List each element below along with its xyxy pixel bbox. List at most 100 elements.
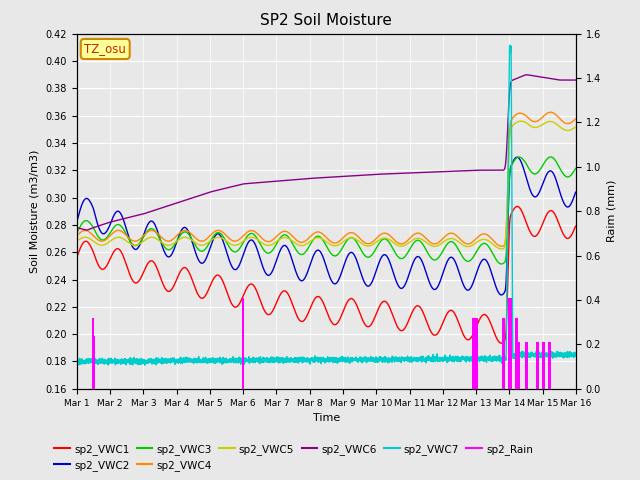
Bar	[525, 342, 527, 389]
sp2_VWC6	[410, 170, 418, 176]
Text: TZ_osu: TZ_osu	[84, 42, 126, 56]
sp2_VWC7	[572, 352, 579, 358]
sp2_VWC4	[572, 116, 580, 122]
Bar	[549, 342, 551, 389]
sp2_VWC2	[438, 274, 445, 279]
Bar	[548, 342, 550, 389]
sp2_VWC5	[498, 246, 506, 252]
Line: sp2_VWC4: sp2_VWC4	[77, 112, 576, 246]
sp2_VWC5	[73, 238, 81, 243]
sp2_VWC2	[410, 257, 418, 263]
sp2_VWC4	[410, 231, 418, 237]
sp2_VWC7	[73, 356, 81, 362]
sp2_VWC6	[467, 168, 474, 173]
Bar	[536, 342, 538, 389]
Title: SP2 Soil Moisture: SP2 Soil Moisture	[260, 13, 392, 28]
sp2_VWC5	[572, 124, 579, 130]
sp2_VWC3	[467, 258, 474, 264]
sp2_VWC3	[410, 240, 418, 245]
Line: sp2_VWC5: sp2_VWC5	[77, 121, 576, 249]
sp2_VWC3	[163, 246, 170, 252]
sp2_VWC4	[438, 237, 445, 242]
Line: sp2_VWC6: sp2_VWC6	[77, 75, 576, 230]
sp2_VWC5	[467, 243, 474, 249]
Bar	[516, 318, 518, 389]
Bar	[477, 318, 479, 389]
sp2_VWC7	[572, 352, 580, 358]
sp2_VWC3	[73, 229, 81, 235]
sp2_VWC2	[467, 286, 474, 292]
sp2_VWC2	[513, 154, 521, 160]
Bar	[93, 336, 95, 389]
sp2_VWC2	[572, 190, 579, 195]
sp2_VWC4	[467, 240, 474, 246]
sp2_VWC3	[307, 240, 315, 246]
sp2_VWC7	[438, 356, 446, 362]
sp2_VWC5	[572, 124, 580, 130]
sp2_VWC4	[547, 109, 554, 115]
sp2_VWC6	[438, 169, 446, 175]
sp2_VWC7	[506, 42, 513, 48]
Bar	[474, 318, 476, 389]
sp2_VWC1	[572, 223, 580, 229]
sp2_VWC4	[307, 233, 315, 239]
sp2_VWC6	[163, 204, 170, 209]
sp2_VWC6	[83, 227, 90, 233]
sp2_VWC6	[523, 72, 531, 78]
Bar	[510, 298, 512, 389]
sp2_VWC5	[410, 236, 418, 242]
sp2_VWC1	[73, 253, 81, 259]
Bar	[518, 342, 520, 389]
sp2_VWC5	[163, 242, 170, 248]
sp2_VWC3	[438, 250, 445, 255]
Bar	[515, 318, 517, 389]
sp2_VWC1	[513, 204, 521, 209]
sp2_VWC2	[572, 189, 580, 195]
Bar	[537, 342, 539, 389]
Line: sp2_VWC3: sp2_VWC3	[77, 157, 576, 264]
sp2_VWC7	[308, 356, 316, 362]
sp2_VWC1	[438, 323, 445, 328]
sp2_VWC4	[498, 243, 506, 249]
Bar	[541, 342, 544, 389]
sp2_VWC5	[307, 238, 315, 243]
Line: sp2_VWC2: sp2_VWC2	[77, 157, 576, 295]
X-axis label: Time: Time	[313, 413, 340, 423]
sp2_VWC5	[438, 240, 445, 246]
Bar	[508, 298, 511, 389]
sp2_VWC1	[410, 306, 418, 312]
sp2_VWC3	[497, 261, 505, 267]
Bar	[502, 318, 504, 389]
sp2_VWC1	[307, 303, 315, 309]
sp2_VWC7	[410, 355, 418, 360]
Y-axis label: Soil Moisture (m3/m3): Soil Moisture (m3/m3)	[30, 149, 40, 273]
sp2_VWC3	[572, 165, 580, 171]
sp2_VWC6	[572, 77, 580, 83]
Y-axis label: Raim (mm): Raim (mm)	[607, 180, 617, 242]
sp2_VWC1	[467, 336, 474, 342]
sp2_VWC6	[308, 175, 316, 181]
sp2_VWC2	[307, 258, 315, 264]
sp2_VWC1	[572, 224, 579, 229]
Bar	[472, 318, 474, 389]
sp2_VWC2	[498, 292, 506, 298]
sp2_VWC7	[163, 359, 170, 364]
sp2_VWC4	[73, 232, 81, 238]
Bar	[241, 298, 244, 389]
Bar	[475, 318, 477, 389]
sp2_VWC4	[163, 238, 170, 244]
Line: sp2_VWC7: sp2_VWC7	[77, 45, 576, 365]
sp2_VWC5	[517, 119, 525, 124]
sp2_VWC4	[572, 116, 579, 122]
Bar	[503, 318, 505, 389]
sp2_VWC1	[163, 288, 170, 293]
sp2_VWC7	[467, 356, 474, 361]
Legend: sp2_VWC1, sp2_VWC2, sp2_VWC3, sp2_VWC4, sp2_VWC5, sp2_VWC6, sp2_VWC7, sp2_Rain: sp2_VWC1, sp2_VWC2, sp2_VWC3, sp2_VWC4, …	[50, 439, 538, 475]
Bar	[543, 342, 545, 389]
sp2_VWC2	[163, 252, 170, 258]
Line: sp2_VWC1: sp2_VWC1	[77, 206, 576, 343]
sp2_VWC1	[497, 340, 505, 346]
Bar	[92, 318, 94, 389]
sp2_VWC6	[572, 77, 579, 83]
sp2_VWC3	[547, 154, 554, 160]
